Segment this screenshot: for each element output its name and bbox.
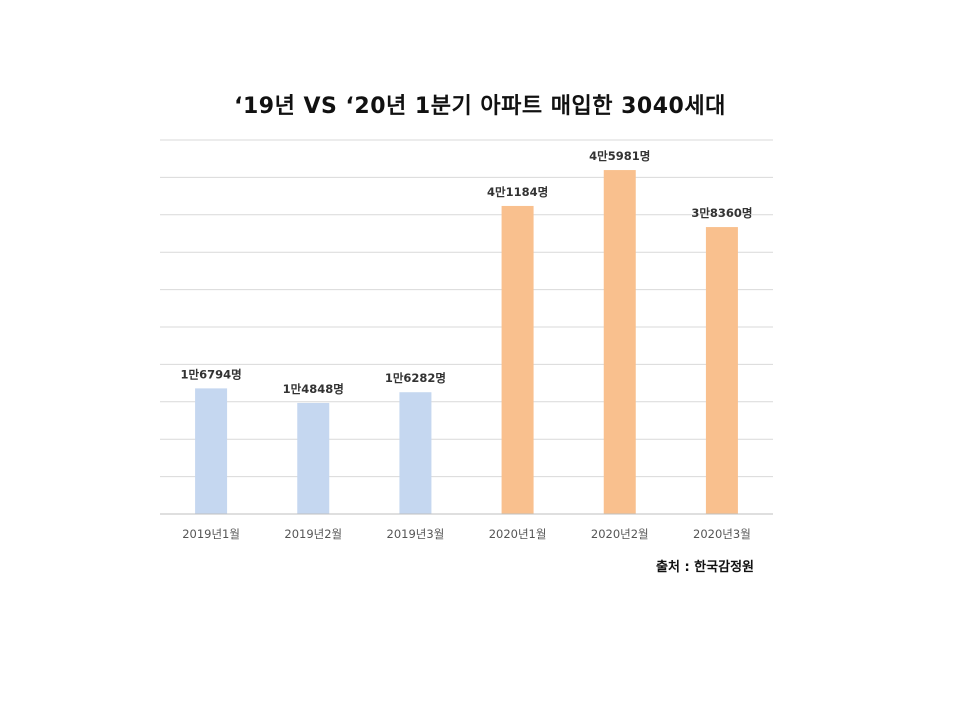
x-tick-label: 2019년3월 bbox=[387, 527, 445, 541]
bar bbox=[297, 402, 330, 514]
data-label: 3만8360명 bbox=[691, 206, 752, 220]
x-tick-label: 2020년2월 bbox=[591, 527, 649, 541]
bar bbox=[705, 227, 738, 514]
data-label: 4만5981명 bbox=[589, 149, 650, 163]
x-tick-label: 2019년1월 bbox=[182, 527, 240, 541]
chart-title: ‘19년 VS ‘20년 1분기 아파트 매입한 3040세대 bbox=[234, 94, 726, 119]
bar bbox=[399, 392, 432, 514]
bar bbox=[195, 388, 228, 514]
data-label: 1만6282명 bbox=[385, 371, 446, 385]
bar bbox=[603, 170, 636, 514]
bar bbox=[501, 205, 534, 515]
data-label: 1만4848명 bbox=[283, 382, 344, 396]
x-tick-label: 2019년2월 bbox=[284, 527, 342, 541]
source-note: 출처 : 한국감정원 bbox=[656, 560, 754, 575]
data-label: 4만1184명 bbox=[487, 185, 548, 199]
x-tick-label: 2020년1월 bbox=[489, 527, 547, 541]
x-tick-label: 2020년3월 bbox=[693, 527, 751, 541]
data-label: 1만6794명 bbox=[180, 367, 241, 381]
